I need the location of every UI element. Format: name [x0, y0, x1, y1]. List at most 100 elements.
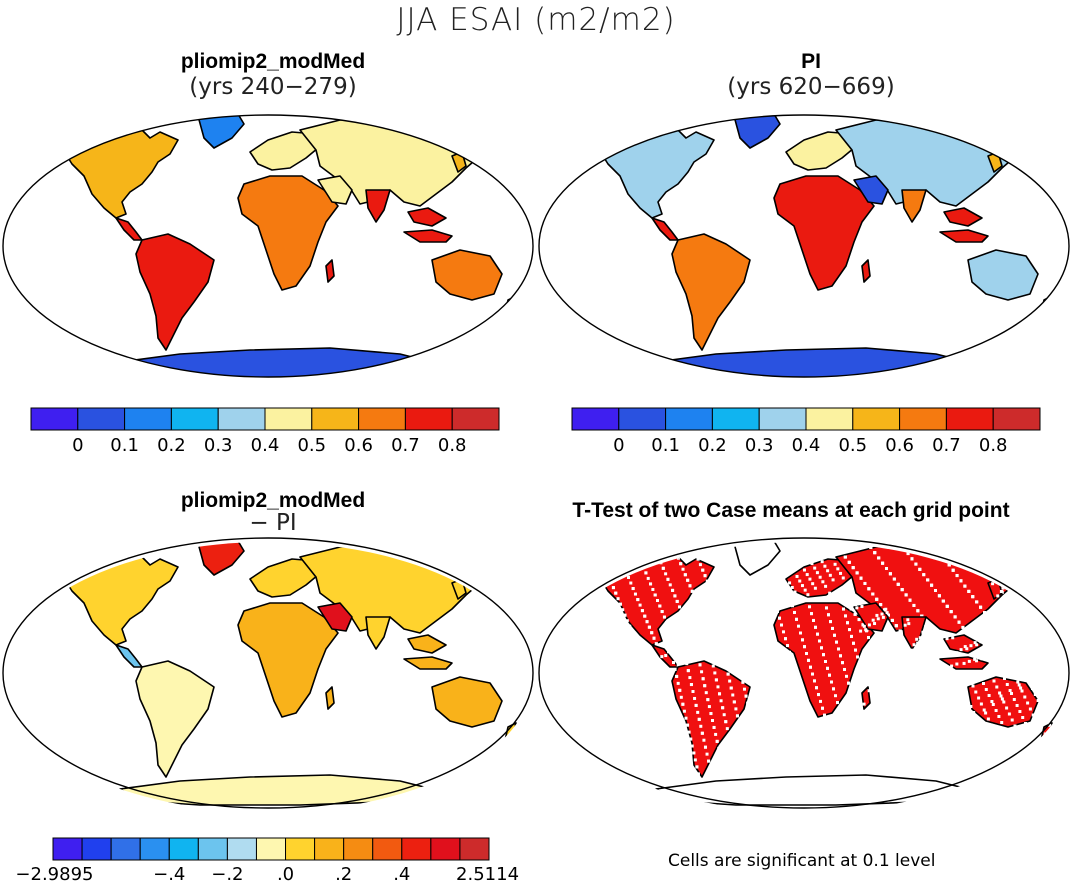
insignificant-cell — [986, 616, 990, 620]
colorbar-abs-right — [571, 407, 1041, 431]
insignificant-cell — [1002, 549, 1006, 553]
insignificant-cell — [832, 687, 835, 691]
colorbar-swatch — [226, 837, 257, 861]
insignificant-cell — [692, 751, 696, 755]
insignificant-cell — [859, 629, 863, 633]
insignificant-cell — [1010, 559, 1014, 563]
insignificant-cell — [650, 631, 654, 635]
insignificant-cell — [928, 625, 932, 629]
insignificant-cell — [1022, 575, 1026, 579]
insignificant-cell — [1006, 554, 1010, 558]
insignificant-cell — [714, 732, 718, 736]
colorbar-swatch — [665, 407, 713, 431]
insignificant-cell — [646, 576, 650, 580]
insignificant-cell — [937, 594, 941, 598]
insignificant-cell — [729, 686, 733, 690]
insignificant-cell — [912, 603, 916, 607]
insignificant-cell — [805, 652, 808, 656]
colorbar-swatch — [372, 837, 403, 861]
insignificant-cell — [955, 662, 959, 666]
insignificant-cell — [922, 634, 926, 638]
insignificant-cell — [696, 772, 700, 776]
insignificant-cell — [918, 567, 922, 571]
insignificant-cell — [1033, 693, 1037, 696]
insignificant-cell — [799, 631, 802, 635]
insignificant-cell — [906, 618, 910, 622]
insignificant-cell — [841, 661, 844, 665]
insignificant-cell — [685, 662, 689, 666]
insignificant-cell — [871, 649, 874, 653]
insignificant-cell — [849, 688, 852, 692]
insignificant-cell — [807, 658, 810, 662]
insignificant-cell — [965, 647, 969, 651]
insignificant-cell — [621, 608, 625, 612]
insignificant-cell — [620, 559, 624, 563]
insignificant-cell — [980, 657, 984, 661]
insignificant-cell — [630, 630, 634, 634]
map-border — [538, 537, 1070, 809]
insignificant-cell — [737, 721, 741, 725]
insignificant-cell — [973, 657, 977, 661]
insignificant-cell — [871, 592, 875, 596]
insignificant-cell — [873, 656, 876, 660]
insignificant-cell — [643, 614, 647, 618]
insignificant-cell — [951, 636, 955, 640]
insignificant-cell — [689, 737, 693, 741]
insignificant-cell — [774, 603, 777, 606]
colorbar-swatch — [168, 837, 199, 861]
insignificant-cell — [856, 655, 859, 659]
insignificant-cell — [706, 698, 710, 702]
insignificant-cell — [838, 589, 842, 593]
land-madagascar — [861, 259, 871, 283]
insignificant-cell — [855, 606, 859, 610]
insignificant-cell — [896, 582, 900, 586]
insignificant-cell — [1040, 737, 1044, 741]
insignificant-cell — [704, 622, 708, 626]
insignificant-cell — [815, 686, 818, 690]
colorbar-swatch — [52, 837, 83, 861]
insignificant-cell — [667, 650, 671, 654]
insignificant-cell — [977, 559, 981, 563]
insignificant-cell — [871, 618, 875, 622]
colorbar-swatch — [358, 407, 406, 431]
insignificant-cell — [828, 573, 832, 577]
insignificant-cell — [704, 691, 708, 695]
land-indonesia — [403, 229, 453, 243]
insignificant-cell — [1014, 565, 1018, 569]
insignificant-cell — [1003, 677, 1006, 680]
insignificant-cell — [688, 584, 692, 588]
insignificant-cell — [1051, 741, 1055, 745]
insignificant-cell — [939, 552, 943, 556]
insignificant-cell — [810, 562, 814, 566]
insignificant-cell — [981, 564, 985, 568]
insignificant-cell — [803, 568, 806, 572]
insignificant-cell — [656, 599, 659, 602]
insignificant-cell — [608, 623, 612, 627]
insignificant-cell — [789, 711, 792, 715]
insignificant-cell — [969, 548, 973, 552]
insignificant-cell — [824, 584, 828, 588]
insignificant-cell — [932, 630, 936, 634]
insignificant-cell — [697, 606, 701, 610]
insignificant-cell — [703, 574, 707, 578]
insignificant-cell — [802, 698, 805, 702]
insignificant-cell — [1026, 581, 1030, 585]
insignificant-cell — [666, 577, 670, 581]
insignificant-cell — [703, 684, 707, 688]
land-indonesia — [403, 656, 453, 670]
insignificant-cell — [738, 666, 742, 670]
insignificant-cell — [813, 586, 817, 590]
colorbar-tick-label: −.2 — [211, 864, 244, 885]
colorbar-swatch — [255, 837, 287, 861]
colorbar-diff-labels: −2.9895 −.4 −.2 .0 .2 .4 2.5114 — [15, 864, 519, 886]
insignificant-cell — [981, 564, 985, 568]
insignificant-cell — [745, 756, 749, 760]
insignificant-cell — [1014, 565, 1018, 569]
insignificant-cell — [1010, 559, 1014, 563]
insignificant-cell — [816, 632, 819, 636]
insignificant-cell — [818, 575, 822, 579]
insignificant-cell — [841, 576, 845, 580]
insignificant-cell — [685, 622, 688, 625]
insignificant-cell — [840, 714, 843, 718]
land-europe — [785, 131, 855, 171]
